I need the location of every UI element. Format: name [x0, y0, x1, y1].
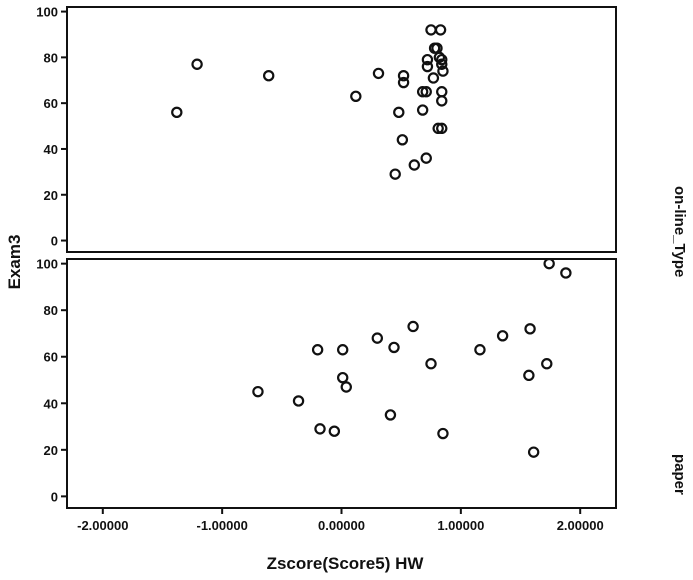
panel-paper-frame — [66, 258, 617, 509]
data-point-paper-14 — [474, 344, 486, 356]
data-point-paper-3 — [314, 423, 326, 435]
data-point-paper-8 — [371, 332, 384, 344]
data-point-online-16 — [421, 60, 434, 73]
data-point-online-13 — [420, 86, 432, 98]
facet-label-online: on-line_Type — [671, 186, 688, 277]
data-point-online-1 — [191, 58, 203, 70]
panel-online: on-line_Type 0 20 40 60 80 100 — [36, 5, 688, 278]
data-point-paper-15 — [496, 330, 509, 342]
y-tick-label-paper-100: 100 — [36, 257, 58, 272]
data-point-online-12 — [416, 86, 429, 98]
data-point-paper-7 — [340, 381, 352, 393]
data-point-paper-5 — [336, 371, 349, 384]
data-point-online-18 — [427, 72, 440, 84]
data-point-online-29 — [437, 65, 449, 77]
data-point-paper-13 — [437, 427, 449, 440]
x-tick-label-1: -1.00000 — [196, 518, 247, 533]
x-tick-label-2: 0.00000 — [318, 518, 365, 533]
data-point-paper-17 — [524, 323, 536, 335]
data-point-online-5 — [389, 168, 401, 180]
data-point-online-14 — [420, 152, 432, 164]
y-tick-label-online-60: 60 — [44, 96, 58, 111]
data-point-online-6 — [393, 106, 405, 119]
data-point-paper-10 — [388, 341, 400, 354]
x-tick-label-3: 1.00000 — [437, 518, 484, 533]
panel-paper: paper 0 20 40 60 80 100 — [36, 257, 688, 509]
data-point-paper-12 — [425, 358, 437, 370]
data-point-online-0 — [171, 106, 183, 119]
data-point-paper-2 — [311, 344, 324, 356]
data-point-online-3 — [350, 90, 362, 102]
data-point-online-10 — [408, 159, 421, 171]
data-point-online-27 — [436, 86, 448, 98]
y-tick-label-online-40: 40 — [44, 142, 58, 157]
x-axis: -2.00000 -1.00000 0.00000 1.00000 2.00000 — [77, 508, 604, 533]
facet-label-paper: paper — [671, 454, 688, 495]
y-tick-label-paper-80: 80 — [44, 303, 58, 318]
data-point-online-15 — [421, 53, 434, 66]
data-point-online-9 — [397, 76, 410, 89]
y-tick-label-online-0: 0 — [51, 234, 58, 249]
data-point-paper-9 — [384, 409, 397, 421]
y-tick-label-online-80: 80 — [44, 50, 58, 65]
y-axis-title: Exam3 — [5, 235, 24, 290]
data-point-online-21 — [432, 122, 444, 135]
data-point-paper-1 — [292, 395, 305, 407]
data-point-paper-6 — [336, 344, 349, 356]
data-point-online-28 — [436, 95, 448, 107]
data-point-paper-18 — [527, 446, 540, 458]
data-point-paper-21 — [560, 267, 572, 279]
y-tick-label-paper-40: 40 — [44, 396, 58, 411]
data-point-online-22 — [433, 51, 446, 64]
y-tick-label-online-20: 20 — [44, 188, 58, 203]
data-point-paper-16 — [523, 369, 535, 382]
data-point-online-7 — [396, 134, 409, 146]
x-tick-label-4: 2.00000 — [557, 518, 604, 533]
x-tick-label-0: -2.00000 — [77, 518, 128, 533]
data-point-paper-11 — [407, 320, 419, 333]
y-tick-label-paper-60: 60 — [44, 350, 58, 365]
data-point-online-24 — [436, 58, 448, 70]
y-tick-label-online-100: 100 — [36, 5, 58, 20]
data-point-online-8 — [397, 69, 410, 82]
data-point-paper-20 — [543, 257, 555, 270]
data-point-paper-4 — [328, 425, 341, 437]
y-tick-label-paper-20: 20 — [44, 443, 58, 458]
x-axis-title: Zscore(Score5) HW — [267, 554, 425, 573]
data-point-paper-0 — [252, 385, 264, 398]
data-point-online-4 — [372, 67, 385, 80]
data-point-online-26 — [436, 53, 448, 66]
data-point-online-23 — [434, 24, 447, 36]
data-point-paper-19 — [541, 358, 553, 370]
data-point-online-11 — [416, 104, 429, 116]
data-point-online-2 — [262, 69, 275, 82]
panel-online-frame — [66, 6, 617, 253]
y-tick-label-paper-0: 0 — [51, 489, 58, 504]
data-point-online-17 — [425, 24, 437, 36]
data-point-online-25 — [436, 122, 448, 135]
